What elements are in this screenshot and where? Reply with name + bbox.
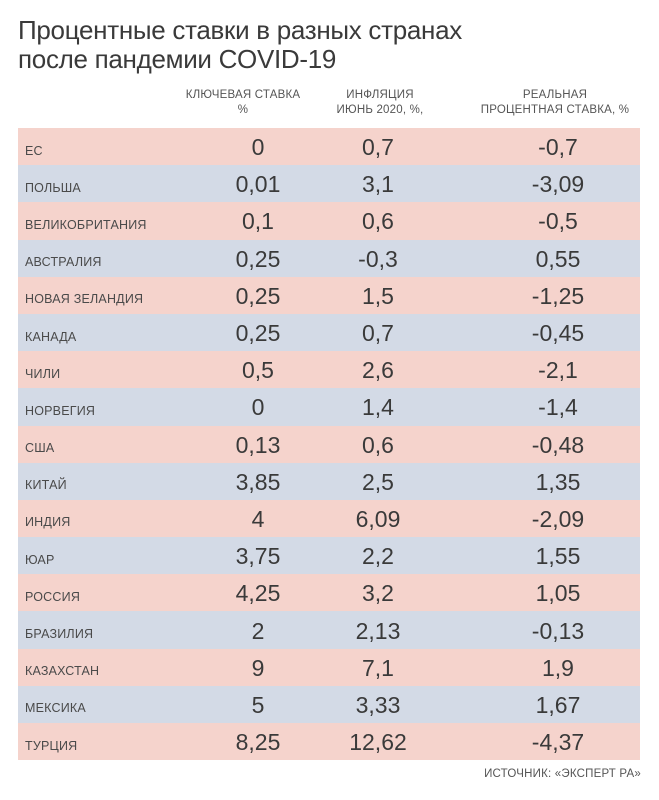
key-rate-cell: 2 [251, 617, 265, 644]
table-row: НОВАЯ ЗЕЛАНДИЯ 0,25 1,5 -1,25 [18, 276, 640, 314]
real-rate-cell: -3,09 [531, 171, 585, 198]
header-inflation: ИНФЛЯЦИЯ ИЮНЬ 2020, %, [305, 88, 455, 118]
key-rate-cell: 5 [251, 691, 265, 718]
country-cell: АВСТРАЛИЯ [25, 255, 102, 270]
inflation-cell: 3,33 [355, 691, 401, 718]
table-row: КАНАДА 0,25 0,7 -0,45 [18, 313, 640, 352]
inflation-cell: 12,62 [349, 729, 407, 756]
key-rate-cell: 0,1 [242, 208, 274, 235]
header-real-rate-line-2: ПРОЦЕНТНАЯ СТАВКА, % [480, 104, 630, 116]
source-note: ИСТОЧНИК: «ЭКСПЕРТ РА» [484, 768, 641, 780]
inflation-cell: 2,5 [362, 468, 394, 495]
key-rate-cell: 0,25 [235, 282, 281, 309]
table-row: КИТАЙ 3,85 2,5 1,35 [18, 462, 640, 500]
table-row: МЕКСИКА 5 3,33 1,67 [18, 685, 640, 723]
real-rate-cell: 1,9 [542, 654, 574, 681]
country-cell: ИНДИЯ [25, 515, 71, 530]
header-key-rate-line-2: % [237, 104, 249, 116]
inflation-cell: 3,2 [362, 580, 394, 607]
country-cell: ЧИЛИ [25, 366, 61, 381]
inflation-cell: 1,4 [362, 394, 394, 421]
country-cell: США [25, 441, 55, 456]
rates-table: ЕС 0 0,7 -0,7 ПОЛЬША 0,01 3,1 -3,09 ВЕЛИКОБРИТАН… [18, 128, 640, 761]
real-rate-cell: -2,1 [538, 357, 578, 384]
country-cell: КАЗАХСТАН [25, 664, 100, 679]
key-rate-cell: 4 [251, 505, 265, 532]
country-cell: ПОЛЬША [25, 180, 81, 195]
key-rate-cell: 0 [251, 134, 265, 161]
table-row: ВЕЛИКОБРИТАНИЯ 0,1 0,6 -0,5 [18, 202, 640, 240]
key-rate-cell: 0,5 [242, 357, 274, 384]
table-row: АВСТРАЛИЯ 0,25 -0,3 0,55 [18, 239, 640, 277]
table-row: ПОЛЬША 0,01 3,1 -3,09 [18, 165, 640, 203]
real-rate-cell: 1,05 [535, 580, 581, 607]
chart-title-line-2: после пандемии COVID-19 [18, 44, 337, 74]
table-row: ЮАР 3,75 2,2 1,55 [18, 537, 640, 575]
inflation-cell: 2,13 [355, 617, 401, 644]
inflation-cell: 6,09 [355, 505, 401, 532]
table-row: РОССИЯ 4,25 3,2 1,05 [18, 574, 640, 612]
key-rate-cell: 3,85 [235, 468, 281, 495]
chart-title-line-1: Процентные ставки в разных странах [18, 15, 462, 45]
real-rate-cell: 1,35 [535, 468, 581, 495]
country-cell: МЕКСИКА [25, 701, 86, 716]
inflation-cell: 1,5 [362, 282, 394, 309]
table-row: ЧИЛИ 0,5 2,6 -2,1 [18, 351, 640, 389]
country-cell: БРАЗИЛИЯ [25, 627, 94, 642]
real-rate-cell: -0,48 [531, 431, 585, 458]
inflation-cell: 3,1 [362, 171, 394, 198]
header-real-rate: РЕАЛЬНАЯ ПРОЦЕНТНАЯ СТАВКА, % [470, 88, 640, 118]
chart-title: Процентные ставки в разных странах после… [18, 16, 638, 74]
key-rate-cell: 8,25 [235, 729, 281, 756]
key-rate-cell: 0,01 [235, 171, 281, 198]
inflation-cell: -0,3 [358, 245, 398, 272]
table-row: КАЗАХСТАН 9 7,1 1,9 [18, 648, 640, 686]
header-real-rate-line-1: РЕАЛЬНАЯ [522, 89, 588, 101]
key-rate-cell: 0 [251, 394, 265, 421]
table-row: БРАЗИЛИЯ 2 2,13 -0,13 [18, 611, 640, 649]
inflation-cell: 0,7 [362, 134, 394, 161]
real-rate-cell: 0,55 [535, 245, 581, 272]
real-rate-cell: -0,7 [538, 134, 578, 161]
table-row: США 0,13 0,6 -0,48 [18, 425, 640, 463]
country-cell: КИТАЙ [25, 478, 67, 493]
inflation-cell: 7,1 [362, 654, 394, 681]
country-cell: НОВАЯ ЗЕЛАНДИЯ [25, 292, 144, 307]
header-key-rate: КЛЮЧЕВАЯ СТАВКА % [158, 88, 328, 118]
country-cell: ВЕЛИКОБРИТАНИЯ [25, 217, 147, 232]
inflation-cell: 0,7 [362, 320, 394, 347]
key-rate-cell: 0,25 [235, 320, 281, 347]
country-cell: РОССИЯ [25, 589, 81, 604]
real-rate-cell: -0,13 [531, 617, 585, 644]
inflation-cell: 2,2 [362, 543, 394, 570]
header-key-rate-line-1: КЛЮЧЕВАЯ СТАВКА [185, 89, 301, 101]
key-rate-cell: 0,13 [235, 431, 281, 458]
real-rate-cell: -0,5 [538, 208, 578, 235]
country-cell: КАНАДА [25, 329, 77, 344]
real-rate-cell: -1,25 [531, 282, 585, 309]
key-rate-cell: 0,25 [235, 245, 281, 272]
inflation-cell: 0,6 [362, 431, 394, 458]
real-rate-cell: 1,55 [535, 543, 581, 570]
header-inflation-line-1: ИНФЛЯЦИЯ [346, 89, 414, 101]
table-row: ТУРЦИЯ 8,25 12,62 -4,37 [18, 723, 640, 761]
real-rate-cell: 1,67 [535, 691, 581, 718]
real-rate-cell: -4,37 [531, 729, 585, 756]
key-rate-cell: 3,75 [235, 543, 281, 570]
table-row: ЕС 0 0,7 -0,7 [18, 128, 640, 166]
table-row: НОРВЕГИЯ 0 1,4 -1,4 [18, 388, 640, 426]
inflation-cell: 2,6 [362, 357, 394, 384]
key-rate-cell: 4,25 [235, 580, 281, 607]
country-cell: НОРВЕГИЯ [25, 403, 96, 418]
table-row: ИНДИЯ 4 6,09 -2,09 [18, 499, 640, 538]
key-rate-cell: 9 [251, 654, 265, 681]
country-cell: ЕС [25, 143, 43, 158]
header-inflation-line-2: ИЮНЬ 2020, %, [336, 104, 424, 116]
real-rate-cell: -1,4 [538, 394, 578, 421]
real-rate-cell: -2,09 [531, 505, 585, 532]
inflation-cell: 0,6 [362, 208, 394, 235]
real-rate-cell: -0,45 [531, 320, 585, 347]
country-cell: ЮАР [25, 552, 55, 567]
country-cell: ТУРЦИЯ [25, 738, 78, 753]
